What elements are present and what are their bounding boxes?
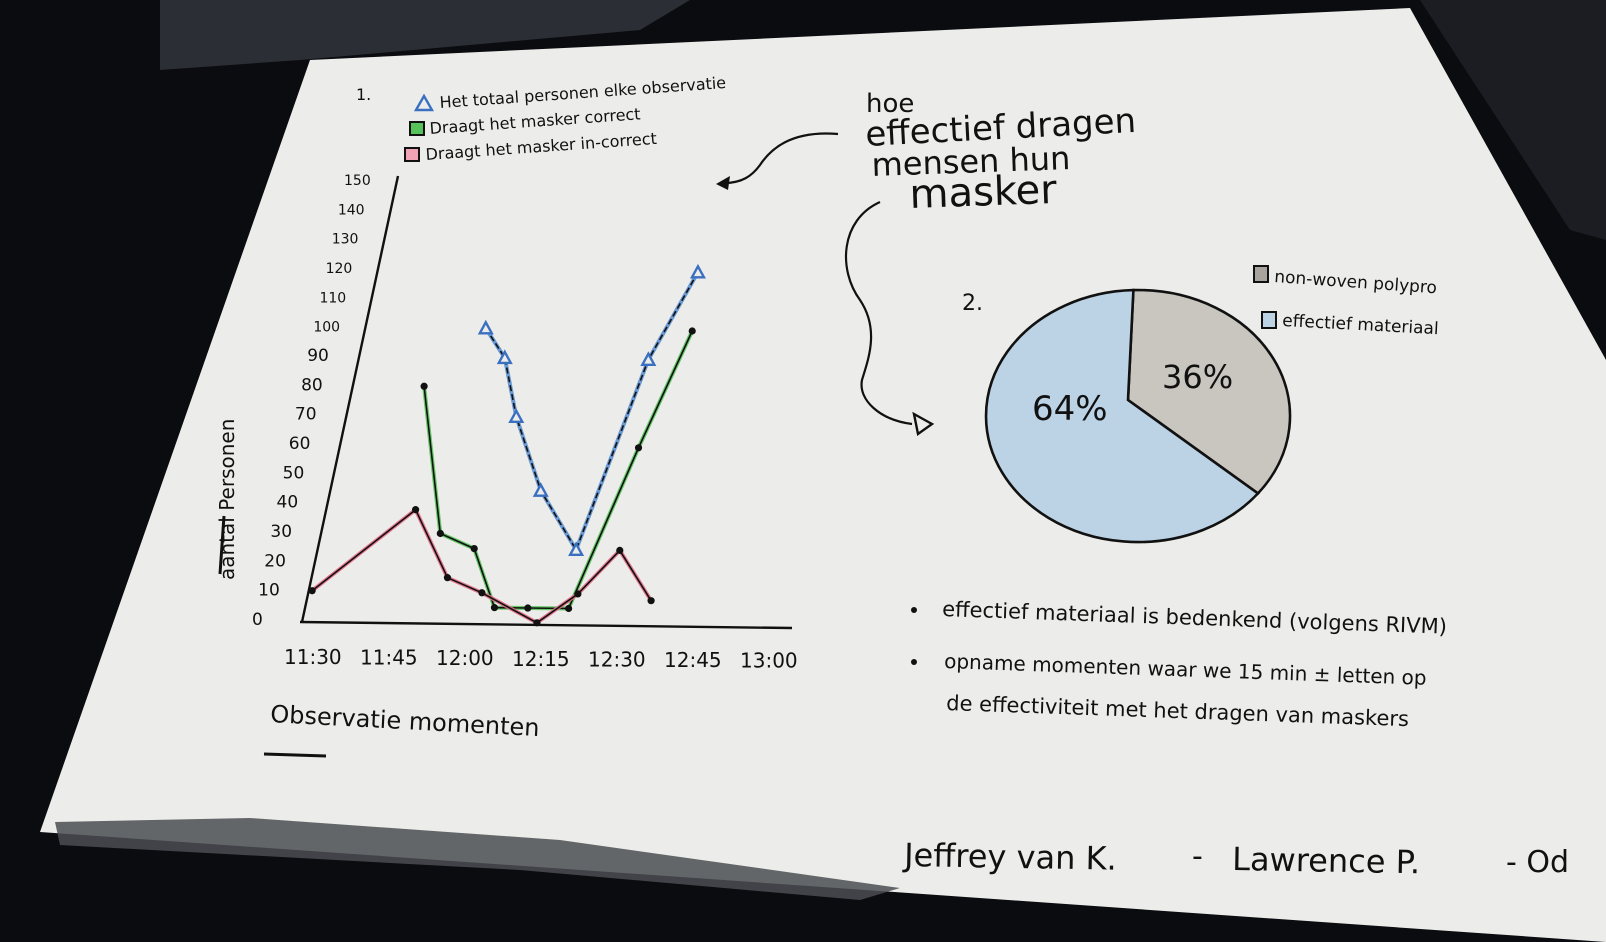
legend-triangle-icon: [413, 93, 435, 112]
y-axis-line: [300, 175, 400, 623]
y-axis-title-underline: [218, 515, 226, 575]
data-point-dot: [470, 544, 478, 553]
paper-shadow-strip: [55, 818, 900, 900]
note-bullet-1: [911, 607, 917, 613]
y-tick-label: 0: [252, 610, 263, 630]
y-axis-title: aantal Personen: [215, 419, 239, 580]
poster-title: hoe effectief dragen mensen hun masker: [864, 89, 1137, 218]
data-point-triangle: [689, 263, 706, 279]
data-point-triangle: [477, 319, 494, 335]
title-line-4: masker: [909, 167, 1058, 218]
x-tick-labels: 11:30 11:45 12:00 12:15 12:30 12:45 13:00: [284, 645, 798, 673]
y-tick-label: 70: [295, 405, 317, 425]
data-point-dot: [533, 619, 541, 627]
data-point-triangle: [640, 351, 657, 367]
chart1-number: 1.: [356, 85, 371, 104]
signature-name-1: Jeffrey van K.: [902, 836, 1117, 878]
y-tick-label: 120: [326, 261, 353, 277]
x-tick-label: 12:15: [512, 647, 570, 671]
data-point-dot: [524, 604, 532, 612]
y-tick-label: 130: [332, 232, 359, 248]
data-point-dot: [443, 574, 452, 582]
pie-layer: [984, 288, 1292, 544]
legend-blue-square-icon: [1261, 311, 1277, 329]
signature-line: Jeffrey van K. - Lawrence P. - Od: [902, 836, 1569, 881]
data-point-dot: [420, 382, 428, 390]
data-point-dot: [308, 587, 316, 595]
data-point-dot: [565, 604, 573, 613]
paper-sheet: [40, 8, 1606, 942]
data-point-dot: [688, 327, 696, 335]
y-tick-label: 10: [258, 581, 280, 601]
x-tick-label: 12:30: [588, 647, 646, 671]
x-tick-label: 13:00: [740, 649, 798, 673]
data-point-dot: [574, 590, 582, 598]
y-tick-labels: 0 10 20 30 40 50 60 70 80 90 100 110 120 130 140 150: [252, 173, 371, 630]
data-point-dot: [436, 529, 444, 538]
y-tick-label: 110: [319, 290, 346, 306]
x-axis-line: [299, 620, 793, 630]
data-point-triangle: [496, 349, 513, 365]
signature-dash-2: - Od: [1506, 845, 1569, 880]
signature-dash-1: -: [1192, 839, 1203, 874]
y-axis-title-group: aantal Personen: [215, 419, 239, 580]
x-tick-label: 11:30: [284, 645, 342, 669]
data-point-triangle: [568, 541, 585, 557]
pie-label-nonwoven: 36%: [1162, 358, 1233, 396]
data-point-dot: [478, 589, 486, 597]
data-point-triangle: [508, 408, 525, 424]
data-point-dot: [490, 604, 499, 612]
pie-label-effective: 64%: [1032, 389, 1108, 429]
legend-green-square-icon: [409, 121, 425, 136]
title-line-3: mensen hun: [871, 139, 1071, 184]
y-tick-label: 140: [338, 202, 365, 218]
y-tick-label: 40: [277, 493, 299, 513]
y-tick-label: 60: [289, 434, 311, 454]
data-point-dot: [411, 506, 420, 514]
y-tick-label: 30: [270, 522, 292, 542]
arrow-to-pie-chart: [844, 200, 913, 426]
pie-slice: [1126, 288, 1292, 496]
y-tick-label: 20: [264, 551, 286, 571]
note-bullet-2: [911, 659, 917, 665]
x-tick-label: 12:45: [664, 648, 722, 672]
series-layer: [308, 263, 706, 627]
legend-pink-square-icon: [404, 147, 420, 162]
y-tick-label: 150: [344, 173, 371, 189]
notes-list: effectief materiaal is bedenkend (volgen…: [911, 597, 1447, 731]
pie-slice: [984, 288, 1260, 544]
legend-grey-square-icon: [1253, 265, 1269, 283]
x-tick-label: 11:45: [360, 646, 418, 670]
pie-chart: 2. 64% 36% non-woven polypro effectief m…: [962, 265, 1439, 544]
data-point-triangle: [532, 482, 549, 497]
data-point-dot: [634, 444, 643, 452]
data-point-dot: [647, 597, 655, 605]
title-line-1: hoe: [866, 89, 914, 119]
series-line-ink: [311, 508, 652, 624]
chart2-number: 2.: [962, 291, 983, 316]
arrow-head-icon: [716, 176, 730, 190]
arrow-head-2-icon: [912, 411, 935, 437]
y-tick-label: 50: [283, 463, 305, 483]
y-tick-label: 90: [307, 346, 329, 366]
x-axis-title-underline: [263, 752, 327, 758]
paper-body: [40, 8, 1606, 942]
right-folder: [1420, 0, 1606, 240]
x-tick-label: 12:00: [436, 646, 494, 670]
laptop-edge: [160, 0, 690, 70]
y-tick-label: 100: [313, 320, 340, 336]
signature-name-2: Lawrence P.: [1232, 840, 1421, 881]
y-tick-label: 80: [301, 375, 323, 395]
data-point-dot: [616, 546, 624, 554]
arrow-to-line-chart: [723, 132, 839, 185]
